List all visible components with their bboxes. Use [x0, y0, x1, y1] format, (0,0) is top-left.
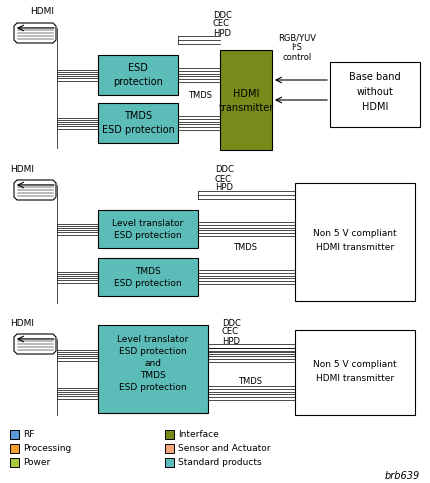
- Text: Standard products: Standard products: [178, 458, 261, 467]
- Bar: [165, 430, 174, 439]
- Text: Level translator: Level translator: [117, 335, 188, 343]
- Text: and: and: [144, 358, 161, 368]
- Text: transmitter: transmitter: [218, 103, 273, 113]
- Text: ESD protection: ESD protection: [114, 280, 181, 288]
- Text: HDMI: HDMI: [10, 318, 34, 327]
- Bar: [98, 103, 178, 143]
- Bar: [219, 50, 271, 150]
- Text: HPD: HPD: [221, 337, 240, 345]
- Text: HDMI: HDMI: [10, 166, 34, 174]
- Text: Interface: Interface: [178, 430, 218, 439]
- Text: Base band: Base band: [348, 72, 400, 82]
- Text: CEC: CEC: [212, 19, 230, 28]
- Text: CEC: CEC: [215, 174, 231, 184]
- Polygon shape: [14, 180, 56, 200]
- Text: HPD: HPD: [212, 28, 230, 38]
- Bar: [98, 55, 178, 95]
- Bar: [165, 458, 174, 467]
- Text: DDC: DDC: [215, 166, 233, 174]
- Text: TMDS: TMDS: [124, 111, 152, 121]
- Text: ESD protection: ESD protection: [119, 346, 186, 355]
- Text: TMDS: TMDS: [237, 378, 261, 386]
- Text: ESD protection: ESD protection: [101, 125, 174, 135]
- Text: Processing: Processing: [23, 444, 71, 453]
- Text: TMDS: TMDS: [135, 267, 160, 275]
- Bar: [98, 258, 197, 296]
- Text: without: without: [356, 87, 393, 97]
- Text: HDMI transmitter: HDMI transmitter: [315, 243, 393, 253]
- Text: TMDS: TMDS: [233, 243, 256, 253]
- Text: TMDS: TMDS: [187, 90, 212, 99]
- Bar: [329, 62, 419, 127]
- Text: Level translator: Level translator: [112, 218, 183, 227]
- Bar: [98, 210, 197, 248]
- Text: DDC: DDC: [212, 12, 231, 20]
- Bar: [98, 325, 208, 413]
- Text: ESD: ESD: [128, 63, 147, 73]
- Text: ESD protection: ESD protection: [119, 383, 186, 392]
- Text: Sensor and Actuator: Sensor and Actuator: [178, 444, 270, 453]
- Text: Non 5 V compliant: Non 5 V compliant: [313, 360, 396, 369]
- Text: HPD: HPD: [215, 184, 233, 193]
- Text: HDMI: HDMI: [361, 102, 387, 112]
- Text: HDMI transmitter: HDMI transmitter: [315, 374, 393, 383]
- Bar: [10, 430, 19, 439]
- Text: RF: RF: [23, 430, 34, 439]
- Text: HDMI: HDMI: [30, 8, 54, 16]
- Bar: [165, 444, 174, 453]
- Text: protection: protection: [113, 77, 163, 87]
- Bar: [10, 458, 19, 467]
- Text: TMDS: TMDS: [140, 370, 166, 380]
- Text: Power: Power: [23, 458, 50, 467]
- Text: RGB/YUV: RGB/YUV: [277, 33, 315, 43]
- Text: CEC: CEC: [221, 327, 239, 337]
- Bar: [294, 183, 414, 301]
- Text: DDC: DDC: [221, 318, 240, 327]
- Text: HDMI: HDMI: [232, 89, 258, 99]
- Text: ESD protection: ESD protection: [114, 231, 181, 241]
- Text: control: control: [282, 54, 311, 62]
- Polygon shape: [14, 334, 56, 354]
- Bar: [294, 330, 414, 415]
- Bar: [10, 444, 19, 453]
- Text: brb639: brb639: [384, 471, 419, 481]
- Polygon shape: [14, 23, 56, 43]
- Text: Non 5 V compliant: Non 5 V compliant: [313, 229, 396, 239]
- Text: I²S: I²S: [291, 43, 302, 53]
